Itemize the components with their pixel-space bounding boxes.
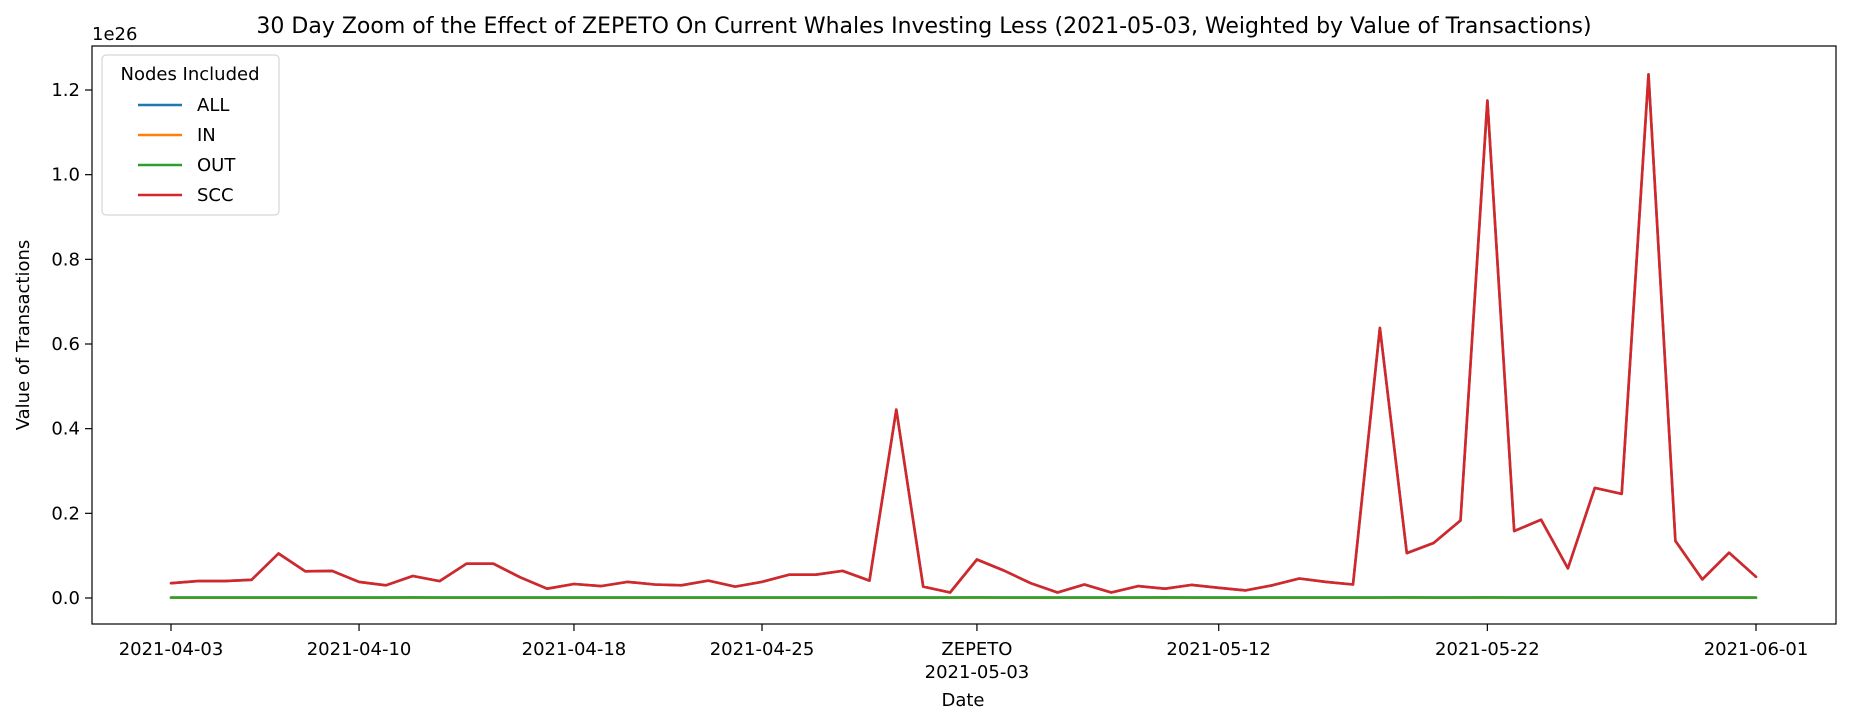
chart-title: 30 Day Zoom of the Effect of ZEPETO On C…: [256, 14, 1591, 39]
plot-area: [91, 45, 1837, 625]
legend-box: [101, 54, 280, 216]
x-tick-label: 2021-04-03: [119, 639, 224, 660]
y-axis-ticks: 0.0 0.2 0.4 0.6 0.8 1.0 1.2: [51, 80, 92, 609]
legend: Nodes Included ALL IN OUT SCC: [101, 54, 280, 216]
legend-items: ALL IN OUT SCC: [138, 95, 236, 206]
plot-frame: [91, 45, 1837, 625]
x-tick-label: 2021-04-10: [307, 639, 412, 660]
legend-title: Nodes Included: [120, 64, 259, 85]
y-tick-label: 0.8: [51, 249, 80, 270]
x-tick-label: 2021-05-22: [1435, 639, 1540, 660]
series-layer: [169, 73, 1758, 599]
legend-label-in: IN: [197, 125, 216, 146]
x-tick-label: 2021-06-01: [1704, 639, 1809, 660]
x-tick-label: 2021-04-18: [522, 639, 627, 660]
series-line-scc: [169, 73, 1758, 594]
legend-label-out: OUT: [197, 155, 236, 176]
y-tick-label: 0.4: [51, 419, 80, 440]
legend-label-all: ALL: [197, 95, 229, 116]
y-tick-label: 1.0: [51, 165, 80, 186]
legend-label-scc: SCC: [197, 185, 234, 206]
x-axis-label: Date: [941, 690, 984, 711]
y-tick-label: 0.6: [51, 334, 80, 355]
x-tick-label: 2021-05-12: [1166, 639, 1271, 660]
y-tick-label: 0.0: [51, 588, 80, 609]
event-label: ZEPETO: [941, 639, 1012, 660]
series-line-all: [169, 73, 1758, 594]
y-tick-label: 0.2: [51, 503, 80, 524]
x-tick-label: 2021-04-25: [710, 639, 815, 660]
x-axis-ticks: 2021-04-03 2021-04-10 2021-04-18 2021-04-25…: [119, 624, 1809, 683]
y-axis-label: Value of Transactions: [13, 240, 34, 431]
y-axis-offset-label: 1e26: [92, 24, 137, 45]
y-tick-label: 1.2: [51, 80, 80, 101]
x-tick-label: 2021-05-03: [925, 662, 1030, 683]
